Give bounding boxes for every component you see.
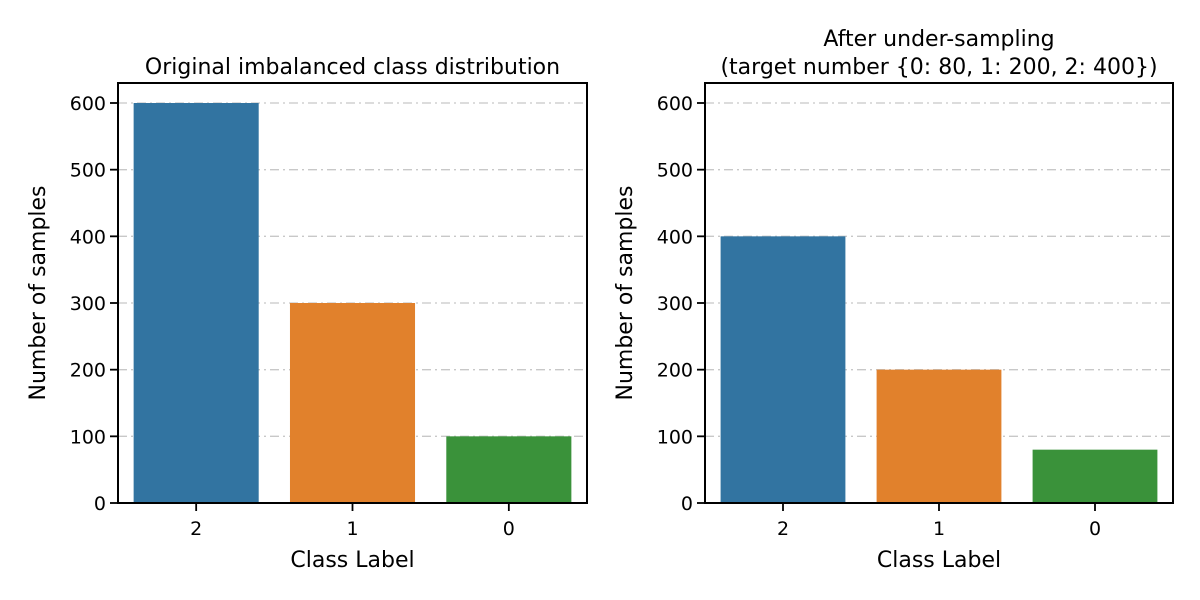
bar-class-0 (1032, 449, 1158, 503)
x-tick-label: 2 (777, 518, 789, 540)
y-tick-label: 500 (70, 160, 106, 182)
y-tick-label: 200 (657, 360, 693, 382)
chart-title: (target number {0: 80, 1: 200, 2: 400}) (720, 55, 1157, 80)
y-tick-label: 200 (70, 360, 106, 382)
y-tick-label: 100 (70, 426, 106, 448)
y-tick-label: 100 (657, 426, 693, 448)
y-tick-label: 0 (681, 493, 693, 515)
y-tick-label: 500 (657, 160, 693, 182)
chart-panel-original: 0 100 200 300 400 500 600 2 1 0 Class Label Number … (26, 55, 588, 573)
x-tick-label: 1 (346, 518, 358, 540)
x-axis-label: Class Label (290, 548, 414, 573)
y-tick-label: 600 (70, 93, 106, 115)
x-tick-label: 0 (503, 518, 515, 540)
y-tick-label: 600 (657, 93, 693, 115)
y-tick-label: 300 (657, 293, 693, 315)
y-tick-label: 400 (70, 226, 106, 248)
bar-class-1 (289, 303, 416, 503)
x-tick-label: 1 (933, 518, 945, 540)
x-tick-label: 0 (1089, 518, 1101, 540)
y-tick-label: 300 (70, 293, 106, 315)
bar-class-2 (133, 103, 259, 503)
bar-class-1 (876, 369, 1002, 503)
x-tick-label: 2 (190, 518, 202, 540)
chart-title: Original imbalanced class distribution (145, 55, 560, 80)
y-tick-label: 0 (94, 493, 106, 515)
bar-class-0 (446, 436, 572, 503)
bar-class-2 (720, 236, 846, 504)
chart-panel-undersampled: 0 100 200 300 400 500 600 2 1 0 Class Label Number … (613, 27, 1174, 573)
x-axis-label: Class Label (877, 548, 1001, 573)
chart-title: After under-sampling (823, 27, 1054, 52)
y-tick-label: 400 (657, 226, 693, 248)
y-axis-label: Number of samples (26, 185, 51, 400)
y-axis-label: Number of samples (613, 185, 638, 400)
